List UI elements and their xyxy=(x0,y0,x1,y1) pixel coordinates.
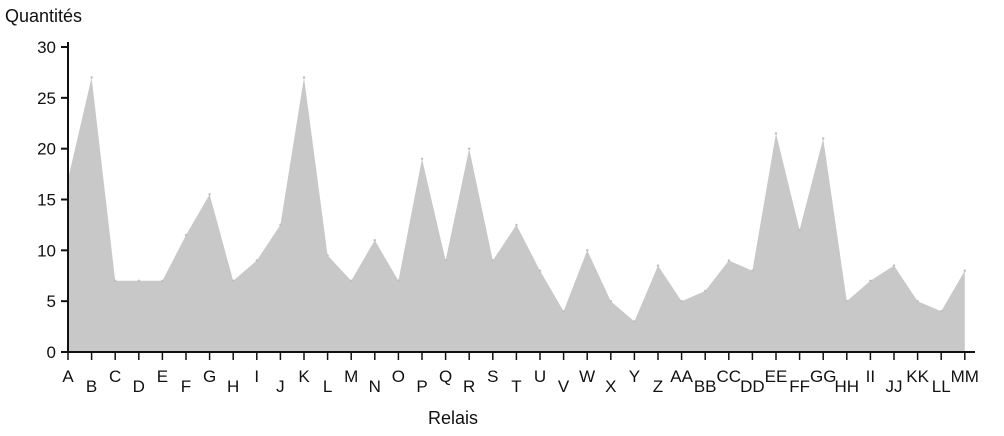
data-point-v xyxy=(562,310,565,313)
x-tick-label-h: H xyxy=(227,377,239,396)
x-tick-label-r: R xyxy=(463,377,475,396)
data-point-h xyxy=(232,279,235,282)
x-tick-label-o: O xyxy=(392,367,405,386)
data-point-d xyxy=(137,279,140,282)
data-point-hh xyxy=(845,300,848,303)
x-tick-label-mm: MM xyxy=(951,367,979,386)
data-point-n xyxy=(373,239,376,242)
y-axis-title: Quantités xyxy=(5,6,82,26)
data-point-j xyxy=(279,223,282,227)
x-tick-label-i: I xyxy=(254,367,259,386)
y-axis: 0 5 10 15 20 25 30 xyxy=(37,38,69,362)
data-point-x xyxy=(609,300,612,303)
data-point-f xyxy=(184,233,188,237)
x-tick-label-g: G xyxy=(203,367,216,386)
data-point-dd xyxy=(751,269,754,272)
y-tick-label-25: 25 xyxy=(37,89,56,108)
x-axis-title: Relais xyxy=(428,408,478,428)
data-point-z xyxy=(656,264,660,267)
x-tick-label-p: P xyxy=(416,377,427,396)
x-tick-label-x: X xyxy=(605,377,616,396)
data-point-ii xyxy=(869,279,872,282)
y-tick-label-10: 10 xyxy=(37,241,56,260)
data-point-c xyxy=(114,279,117,282)
x-tick-label-k: K xyxy=(298,367,310,386)
y-tick-label-5: 5 xyxy=(47,292,56,311)
y-tick-label-20: 20 xyxy=(37,140,56,159)
data-point-bb xyxy=(704,289,707,293)
x-tick-label-ll: LL xyxy=(932,377,951,396)
x-tick-label-d: D xyxy=(133,377,145,396)
data-point-ee xyxy=(774,132,778,135)
data-point-p xyxy=(420,157,424,160)
data-point-t xyxy=(515,223,518,227)
data-point-s xyxy=(491,259,494,262)
x-tick-label-a: A xyxy=(62,367,74,386)
data-point-y xyxy=(633,320,636,323)
data-point-u xyxy=(538,269,542,272)
x-tick-label-bb: BB xyxy=(694,377,717,396)
x-tick-label-hh: HH xyxy=(835,377,860,396)
y-tick-label-30: 30 xyxy=(37,38,56,57)
x-tick-label-dd: DD xyxy=(740,377,765,396)
x-tick-label-ii: II xyxy=(866,367,875,386)
x-tick-label-t: T xyxy=(511,377,521,396)
x-tick-label-m: M xyxy=(344,367,358,386)
data-point-mm xyxy=(963,269,966,272)
data-point-i xyxy=(255,259,258,262)
data-point-jj xyxy=(892,264,896,267)
data-point-ll xyxy=(940,310,943,313)
data-point-g xyxy=(208,193,211,196)
x-tick-label-f: F xyxy=(181,377,191,396)
data-point-l xyxy=(326,254,329,257)
x-tick-label-w: W xyxy=(579,367,595,386)
series-area xyxy=(68,77,965,352)
x-tick-label-aa: AA xyxy=(670,367,693,386)
data-point-w xyxy=(586,249,589,252)
x-tick-label-b: B xyxy=(86,377,97,396)
x-tick-label-kk: KK xyxy=(906,367,929,386)
x-tick-label-gg: GG xyxy=(810,367,836,386)
data-point-e xyxy=(161,279,164,282)
x-tick-label-v: V xyxy=(558,377,570,396)
x-tick-label-u: U xyxy=(534,367,546,386)
data-point-kk xyxy=(916,300,919,303)
x-tick-label-c: C xyxy=(109,367,121,386)
x-tick-label-ff: FF xyxy=(789,377,810,396)
x-tick-label-z: Z xyxy=(653,377,663,396)
x-tick-label-y: Y xyxy=(629,367,640,386)
x-tick-label-jj: JJ xyxy=(886,377,903,396)
x-tick-label-s: S xyxy=(487,367,498,386)
x-tick-label-cc: CC xyxy=(717,367,742,386)
data-point-o xyxy=(397,279,400,282)
area-layer xyxy=(66,76,966,352)
data-point-gg xyxy=(822,137,825,140)
data-point-q xyxy=(444,259,447,262)
x-tick-label-l: L xyxy=(323,377,332,396)
x-tick-label-j: J xyxy=(276,377,285,396)
x-tick-label-q: Q xyxy=(439,367,452,386)
x-tick-label-e: E xyxy=(157,367,168,386)
data-point-aa xyxy=(680,300,683,303)
x-tick-label-ee: EE xyxy=(765,367,788,386)
y-tick-label-15: 15 xyxy=(37,191,56,210)
data-point-r xyxy=(468,147,471,150)
data-point-k xyxy=(302,76,306,79)
data-point-b xyxy=(90,76,93,79)
y-tick-label-0: 0 xyxy=(47,343,56,362)
x-tick-label-n: N xyxy=(369,377,381,396)
data-point-ff xyxy=(798,228,801,232)
data-point-cc xyxy=(727,259,730,262)
data-point-m xyxy=(350,279,353,282)
